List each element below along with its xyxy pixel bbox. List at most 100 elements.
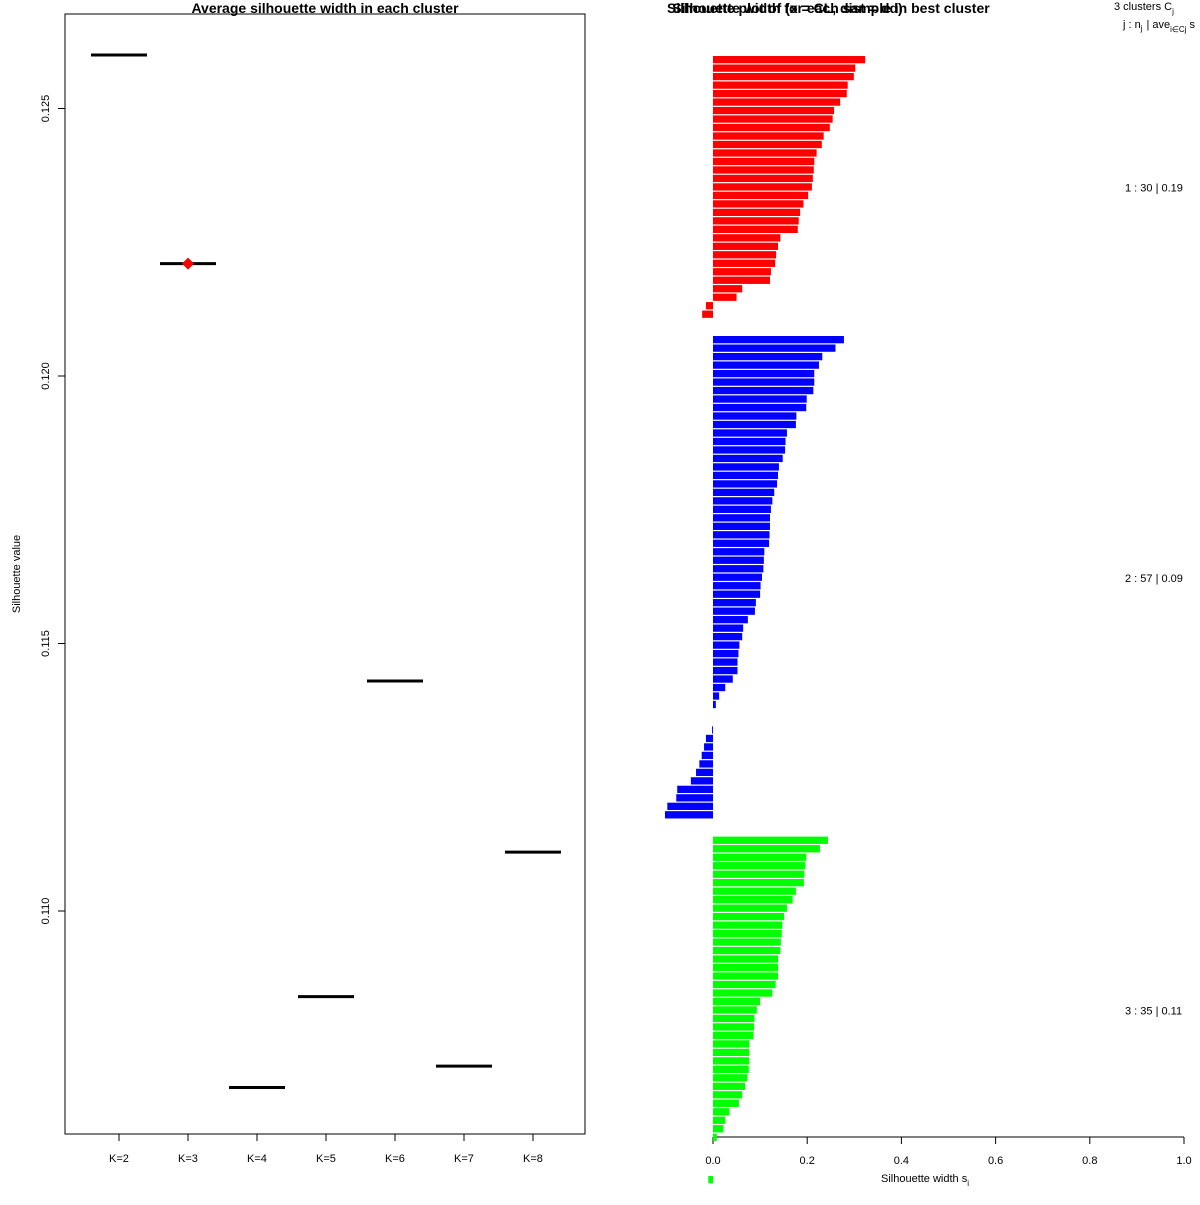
- silhouette-bar-cluster-3: [713, 963, 778, 972]
- silhouette-bar-cluster-2: [713, 658, 738, 666]
- silhouette-bar-cluster-1: [713, 251, 777, 259]
- cluster-summary-1: 1 : 30 | 0.19: [1125, 183, 1183, 195]
- silhouette-bar-cluster-2: [713, 361, 819, 369]
- silhouette-bar-cluster-3: [713, 1057, 750, 1065]
- silhouette-bar-cluster-2: [667, 802, 713, 810]
- left-x-tick-label: K=2: [109, 1153, 129, 1165]
- silhouette-bar-cluster-3: [713, 1099, 739, 1107]
- silhouette-bar-cluster-1: [713, 132, 824, 140]
- left-x-tick-label: K=3: [178, 1153, 198, 1165]
- cluster-summaries: 1 : 30 | 0.19 2 : 57 | 0.09 3 : 35 | 0.11: [1125, 183, 1183, 1018]
- left-x-tick-label: K=7: [454, 1153, 474, 1165]
- silhouette-bar-cluster-3: [713, 997, 761, 1006]
- silhouette-bar-cluster-3: [713, 845, 820, 853]
- silhouette-bar-cluster-1: [705, 302, 713, 310]
- silhouette-bar-cluster-2: [713, 683, 726, 692]
- silhouette-bar-cluster-2: [713, 573, 762, 581]
- silhouette-bar-cluster-2: [713, 556, 764, 564]
- right-x-axis-label: Silhouette width si: [881, 1173, 969, 1188]
- silhouette-bar-cluster-1: [713, 72, 854, 81]
- best-k-marker: [182, 257, 194, 270]
- silhouette-bar-cluster-3: [713, 896, 793, 904]
- right-x-tick-label: 1.0: [1176, 1155, 1191, 1167]
- cluster-header-sub: j: [1171, 7, 1174, 16]
- silhouette-bar-cluster-2: [713, 488, 775, 497]
- silhouette-bar-cluster-1: [713, 208, 801, 217]
- silhouette-bar-cluster-2: [713, 700, 716, 709]
- left-y-tick-label: 0.120: [40, 362, 52, 390]
- silhouette-bar-cluster-3: [713, 980, 776, 989]
- silhouette-bar-cluster-2: [705, 734, 713, 743]
- silhouette-bar-cluster-3: [713, 870, 805, 878]
- silhouette-bar-cluster-2: [713, 412, 797, 420]
- silhouette-bar-cluster-1: [713, 98, 841, 106]
- silhouette-bar-cluster-1: [713, 157, 815, 166]
- silhouette-bar-cluster-2: [713, 395, 807, 403]
- silhouette-bar-cluster-1: [713, 225, 798, 233]
- silhouette-bar-cluster-3: [713, 972, 778, 980]
- left-y-tick-label: 0.110: [40, 898, 52, 925]
- silhouette-bar-cluster-2: [704, 743, 713, 751]
- silhouette-bar-cluster-3: [713, 904, 787, 912]
- silhouette-bar-cluster-1: [713, 268, 771, 276]
- silhouette-bar-cluster-1: [713, 242, 778, 250]
- silhouette-bar-cluster-3: [713, 1108, 730, 1116]
- silhouette-bar-cluster-2: [713, 336, 844, 344]
- silhouette-bar-cluster-3: [713, 1091, 743, 1099]
- silhouette-bar-cluster-2: [713, 649, 739, 658]
- cluster-header-text: 3 clusters C: [1114, 1, 1172, 13]
- silhouette-bar-cluster-2: [713, 666, 738, 675]
- silhouette-bar-cluster-2: [676, 794, 713, 802]
- silhouette-bar-cluster-2: [713, 514, 770, 522]
- silhouette-bar-cluster-3: [713, 1006, 757, 1014]
- silhouette-bar-cluster-1: [713, 123, 830, 132]
- silhouette-bar-cluster-2: [713, 548, 765, 556]
- silhouette-bar-cluster-2: [713, 446, 786, 454]
- silhouette-bar-cluster-2: [713, 522, 770, 530]
- silhouette-bar-cluster-1: [713, 191, 809, 200]
- left-x-tick-label: K=8: [523, 1153, 543, 1165]
- silhouette-bar-cluster-3: [713, 887, 796, 895]
- silhouette-bar-cluster-3: [708, 1176, 713, 1184]
- silhouette-bar-cluster-1: [713, 56, 866, 64]
- right-x-tick-label: 0.8: [1082, 1155, 1097, 1167]
- silhouette-bar-cluster-3: [713, 938, 781, 946]
- right-chart-title: Silhouette width for each sample in best…: [672, 0, 990, 16]
- silhouette-bar-cluster-1: [713, 166, 814, 174]
- silhouette-bar-cluster-3: [713, 1014, 755, 1023]
- silhouette-bar-cluster-2: [701, 751, 713, 760]
- silhouette-bar-cluster-2: [677, 785, 713, 794]
- silhouette-bar-cluster-2: [713, 692, 720, 700]
- silhouette-bar-cluster-3: [713, 1133, 717, 1141]
- silhouette-bar-cluster-2: [690, 777, 713, 785]
- right-x-tick-label: 0.0: [705, 1155, 720, 1167]
- silhouette-bar-cluster-2: [713, 471, 778, 480]
- silhouette-bar-cluster-1: [713, 174, 813, 183]
- silhouette-bar-cluster-3: [713, 946, 781, 955]
- silhouette-bar-cluster-2: [713, 590, 761, 598]
- silhouette-bar-cluster-2: [713, 403, 807, 412]
- silhouette-bar-cluster-2: [713, 641, 740, 649]
- cluster-header-ave-sub: i∈Cj: [1170, 25, 1187, 34]
- silhouette-bar-cluster-2: [713, 505, 771, 514]
- silhouette-bar-cluster-2: [713, 454, 783, 463]
- silhouette-bar-cluster-1: [713, 149, 817, 157]
- silhouette-bar-cluster-2: [713, 616, 748, 624]
- silhouette-bar-cluster-1: [713, 106, 835, 115]
- silhouette-bar-cluster-2: [713, 386, 814, 395]
- silhouette-bar-cluster-3: [713, 853, 807, 861]
- silhouette-bar-cluster-3: [713, 1082, 746, 1090]
- silhouette-bar-cluster-3: [713, 912, 785, 921]
- cluster-header-ave: | ave: [1147, 19, 1171, 31]
- silhouette-bar-cluster-2: [713, 531, 770, 539]
- silhouette-bar-cluster-3: [713, 1048, 750, 1057]
- silhouette-bar-cluster-2: [713, 420, 796, 429]
- silhouette-bar-cluster-1: [713, 140, 822, 149]
- left-x-tick-label: K=5: [316, 1153, 336, 1165]
- cluster-header-n: j : n: [1122, 19, 1141, 31]
- silhouette-bar-cluster-3: [713, 1125, 724, 1133]
- silhouette-bar-cluster-2: [713, 624, 744, 632]
- silhouette-bar-cluster-2: [664, 811, 713, 819]
- right-x-ticks: 0.0 0.2 0.4 0.6 0.8 1.0: [705, 1137, 1192, 1167]
